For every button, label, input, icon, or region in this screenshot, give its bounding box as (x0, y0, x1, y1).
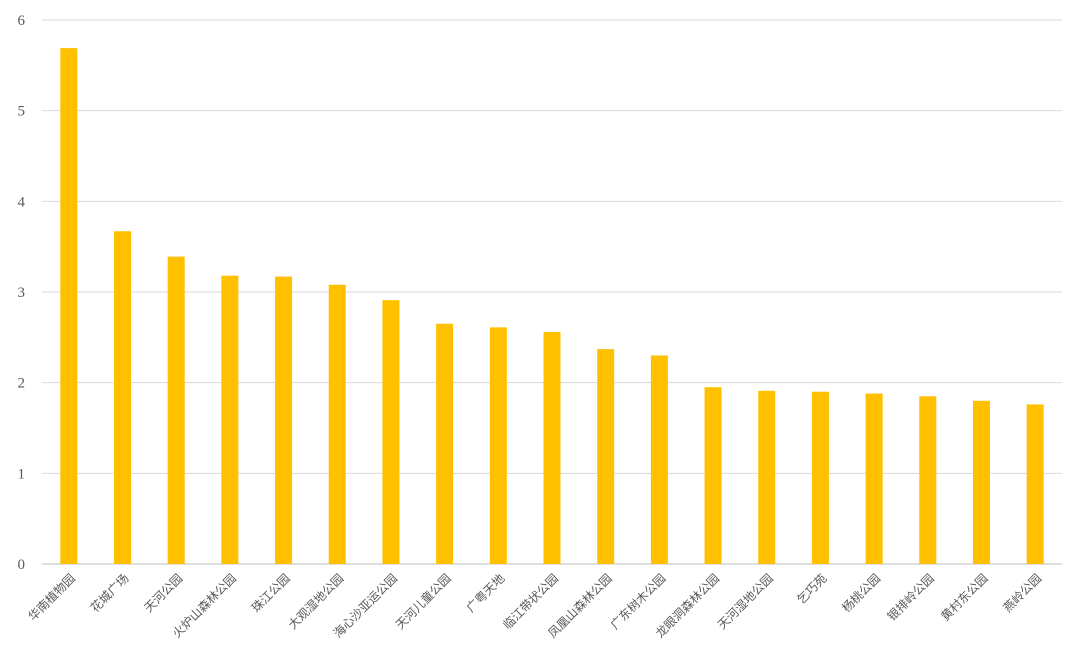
bar (865, 393, 883, 564)
y-tick-label: 6 (18, 13, 26, 29)
bar (811, 391, 829, 564)
bar (704, 387, 722, 564)
bar (1026, 404, 1044, 564)
bar (382, 300, 400, 564)
x-tick-label: 花城广场 (87, 571, 132, 616)
x-tick-label: 广东树木公园 (607, 571, 669, 633)
bar (489, 327, 507, 564)
x-tick-label: 燕岭公园 (1000, 571, 1044, 615)
x-tick-label: 杨桃公园 (839, 571, 884, 616)
x-tick-label: 大观湿地公园 (285, 571, 347, 633)
y-axis: 0 1 2 3 4 5 6 (18, 13, 26, 573)
y-tick-label: 3 (18, 285, 26, 301)
bar (543, 331, 561, 564)
bar (972, 400, 990, 564)
x-tick-label: 广粤天地 (463, 571, 508, 616)
bar (114, 231, 132, 564)
y-tick-label: 4 (18, 194, 26, 210)
bar (60, 48, 78, 564)
bar (650, 355, 668, 564)
x-tick-label: 银排岭公园 (885, 571, 937, 623)
bar (221, 275, 239, 564)
x-tick-label: 天河儿童公园 (392, 571, 454, 633)
x-tick-label: 华南植物园 (25, 571, 78, 624)
bar (436, 323, 454, 564)
y-tick-label: 1 (18, 466, 26, 482)
bar-layer (60, 48, 1044, 564)
y-tick-label: 5 (18, 104, 26, 120)
x-tick-label: 珠江公园 (249, 571, 293, 615)
bar (597, 349, 615, 564)
x-tick-label: 乞巧苑 (794, 571, 829, 606)
x-tick-label: 天河湿地公园 (714, 571, 776, 633)
y-tick-label: 2 (18, 376, 26, 392)
bar (328, 284, 346, 564)
x-tick-label: 天河公园 (141, 571, 185, 615)
bar (919, 396, 937, 564)
x-tick-label: 黄村东公园 (938, 571, 990, 623)
y-tick-label: 0 (18, 557, 26, 573)
bar (758, 390, 776, 564)
bar (167, 256, 185, 564)
bar (275, 276, 293, 564)
